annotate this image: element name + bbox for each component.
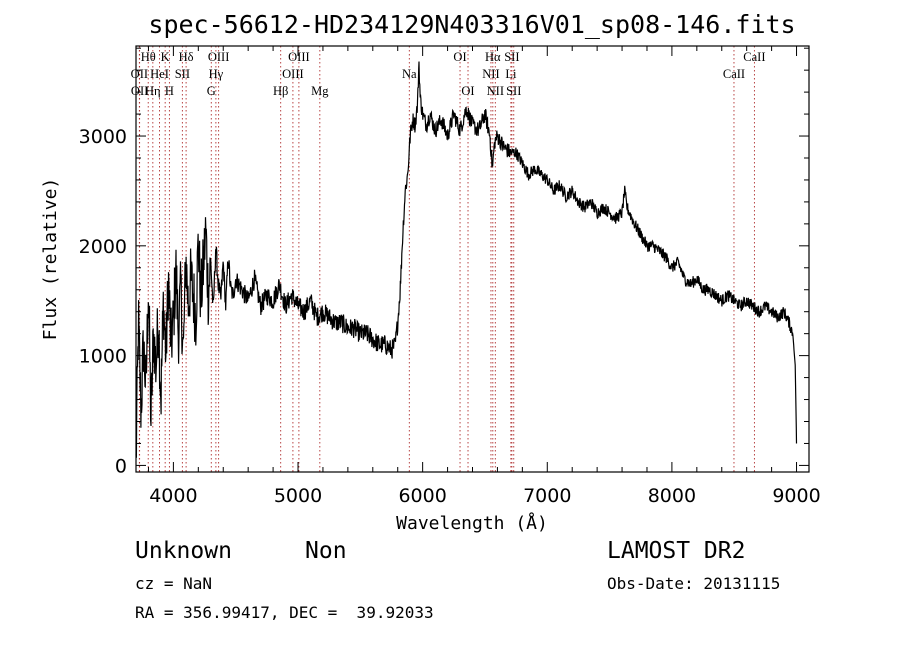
spectral-line-label: OI [453,50,466,64]
spectral-line-label: K [161,50,170,64]
y-axis-label: Flux (relative) [40,178,61,341]
spectral-line-label: Hγ [209,67,224,81]
spectral-line-label: SII [175,67,190,81]
spectral-line-label: SII [506,84,521,98]
spectral-line-label: Na [402,67,417,81]
spectral-line-label: NII [487,84,504,98]
spectral-line-label: Hη [145,84,161,98]
class-label: Unknown [135,538,232,564]
spectral-line-label: OII [131,84,148,98]
spectral-line-label: NII [482,67,499,81]
spectral-line-label: OIII [288,50,310,64]
x-tick-label: 7000 [523,485,571,507]
spectral-line-label: OIII [282,67,304,81]
y-tick-label: 3000 [79,126,127,148]
spectral-line-label: Hδ [179,50,194,64]
plot-frame [135,45,810,473]
y-tick-label: 2000 [79,236,127,258]
axis-ticks: 4000 5000 6000 7000 8000 9000 0 1000 2000 3000 [79,46,821,507]
spectral-line-label: Hβ [273,84,288,98]
spectral-line-label: Li [505,67,517,81]
survey-label: LAMOST DR2 [607,538,746,564]
x-tick-label: 5000 [274,485,322,507]
x-tick-label: 8000 [648,485,696,507]
x-tick-label: 4000 [149,485,197,507]
subclass-label: Non [305,538,347,564]
y-tick-label: 1000 [79,346,127,368]
spectral-line-label: CaII [723,67,745,81]
x-tick-label: 6000 [398,485,446,507]
redshift-value: cz = NaN [135,574,213,593]
coordinates: RA = 356.99417, DEC = 39.92033 [135,603,434,622]
x-axis-label: Wavelength (Å) [396,512,548,534]
spectral-line-label: OII [131,67,148,81]
spectrum-series-line [135,61,798,458]
spectral-line-label: HeI [150,67,169,81]
spectral-line-label: Hα [485,50,501,64]
spectral-line-label: G [207,84,216,98]
spectral-line-label: Mg [311,84,329,98]
y-tick-label: 0 [115,455,127,477]
spectral-line-label: Hθ [141,50,156,64]
spectral-lines [138,46,755,472]
spectral-line-label: OIII [208,50,230,64]
obs-date: Obs-Date: 20131115 [607,574,781,593]
spectral-line-label: H [165,84,174,98]
x-tick-label: 9000 [772,485,820,507]
chart-title: spec-56612-HD234129N403316V01_sp08-146.f… [148,10,795,39]
spectral-line-label: OI [461,84,474,98]
spectral-line-label: CaII [743,50,765,64]
spectral-line-label: SII [504,50,519,64]
